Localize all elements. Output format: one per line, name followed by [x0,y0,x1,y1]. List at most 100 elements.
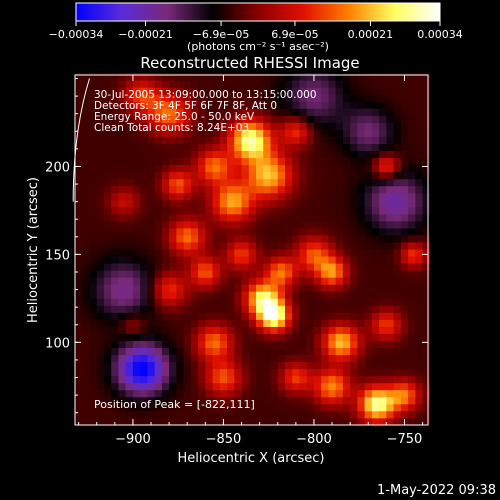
heatmap-cell [371,136,380,144]
heatmap-cell [371,115,380,123]
heatmap-cell [393,249,402,257]
heatmap-cell [335,403,344,412]
heatmap-cell [270,199,279,208]
heatmap-cell [219,270,228,278]
heatmap-cell [147,361,156,370]
heatmap-cell [248,361,257,370]
heatmap-cell [342,228,351,236]
heatmap-cell [118,213,127,222]
heatmap-cell [270,228,279,236]
heatmap-cell [408,382,416,391]
heatmap-cell [328,396,337,405]
heatmap-cell [350,417,358,426]
heatmap-cell [89,361,98,370]
heatmap-cell [415,256,423,264]
heatmap-cell [227,361,235,370]
heatmap-cell [422,361,431,370]
heatmap-cell [190,305,199,313]
heatmap-cell [96,375,105,384]
heatmap-cell [227,171,235,180]
heatmap-cell [198,220,206,229]
heatmap-cell [96,101,105,109]
heatmap-cell [313,368,322,377]
heatmap-cell [415,143,423,152]
heatmap-cell [386,396,394,405]
heatmap-cell [111,298,119,306]
heatmap-cell [393,164,402,173]
heatmap-cell [125,228,134,236]
heatmap-cell [270,220,279,229]
heatmap-cell [227,340,235,349]
heatmap-cell [371,108,380,116]
heatmap-cell [400,192,409,201]
heatmap-cell [161,129,170,137]
heatmap-cell [393,206,402,215]
heatmap-cell [212,136,221,144]
heatmap-cell [415,206,423,215]
heatmap-cell [154,73,163,81]
heatmap-cell [321,284,329,292]
heatmap-cell [386,389,394,398]
heatmap-cell [292,305,300,313]
heatmap-cell [212,347,221,356]
heatmap-cell [263,298,271,306]
heatmap-cell [415,305,423,313]
heatmap-cell [350,206,358,215]
heatmap-cell [234,354,242,363]
heatmap-cell [335,87,344,95]
heatmap-cell [357,396,366,405]
heatmap-cell [350,213,358,222]
heatmap-cell [147,354,156,363]
heatmap-cell [183,199,192,208]
heatmap-cell [408,375,416,384]
heatmap-cell [357,242,366,250]
heatmap-cell [212,94,221,102]
heatmap-cell [393,277,402,285]
heatmap-cell [335,389,344,398]
heatmap-cell [82,410,90,419]
heatmap-cell [422,389,431,398]
heatmap-cell [256,319,264,327]
heatmap-cell [227,417,235,426]
heatmap-cell [335,108,344,116]
heatmap-cell [234,115,242,123]
heatmap-cell [96,410,105,419]
heatmap-cell [234,298,242,306]
heatmap-cell [248,228,257,236]
heatmap-cell [183,284,192,292]
heatmap-cell [357,305,366,313]
heatmap-cell [219,298,228,306]
heatmap-cell [161,270,170,278]
heatmap-cell [371,375,380,384]
heatmap-cell [198,354,206,363]
heatmap-cell [190,129,199,137]
heatmap-cell [270,185,279,194]
heatmap-cell [118,375,127,384]
heatmap-cell [154,122,163,130]
heatmap-cell [313,263,322,271]
heatmap-cell [299,263,308,271]
heatmap-cell [125,284,134,292]
heatmap-cell [379,270,387,278]
heatmap-cell [415,270,423,278]
heatmap-cell [357,277,366,285]
heatmap-cell [125,143,134,152]
heatmap-cell [75,375,83,384]
heatmap-cell [415,417,423,426]
heatmap-cell [82,115,90,123]
heatmap-cell [422,354,431,363]
heatmap-cell [415,220,423,229]
heatmap-cell [103,284,112,292]
heatmap-cell [212,284,221,292]
heatmap-cell [270,396,279,405]
heatmap-cell [313,157,322,166]
heatmap-cell [176,157,185,166]
heatmap-cell [357,389,366,398]
heatmap-cell [132,171,141,180]
heatmap-cell [371,368,380,377]
heatmap-cell [198,122,206,130]
heatmap-cell [263,199,271,208]
heatmap-cell [241,249,250,257]
heatmap-cell [111,228,119,236]
heatmap-cell [154,249,163,257]
